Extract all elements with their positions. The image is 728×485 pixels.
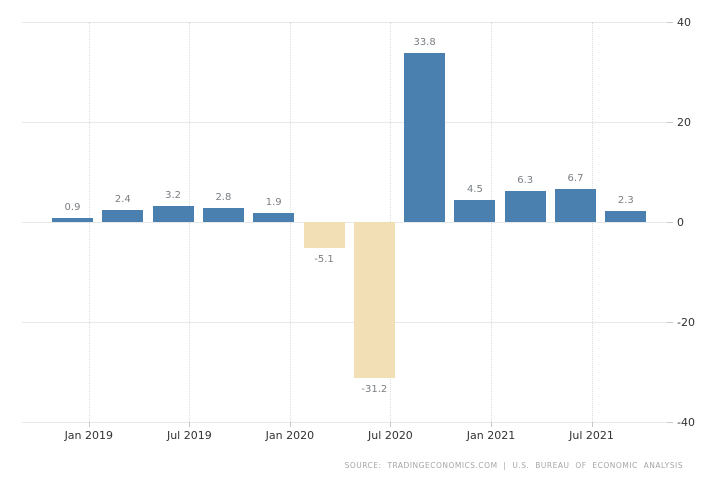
bar-negative	[353, 222, 395, 378]
bar-positive	[404, 53, 446, 222]
bar-positive	[454, 199, 496, 222]
bar-value-label: 0.9	[64, 201, 81, 213]
x-axis-tick-label: Jul 2020	[368, 429, 413, 442]
bar-positive	[605, 210, 647, 222]
x-axis-tick-label: Jan 2021	[466, 429, 516, 442]
bar-negative	[303, 222, 345, 248]
gridline-vertical	[88, 22, 90, 422]
y-axis-tick-label: 40	[677, 15, 691, 29]
gridline-vertical	[491, 22, 492, 422]
x-axis-tick-label: Jan 2020	[265, 429, 315, 442]
bar-value-label: 33.8	[413, 37, 436, 48]
y-axis-tick	[667, 22, 673, 23]
y-axis-tick	[667, 422, 673, 423]
x-axis-tick	[491, 422, 492, 427]
x-axis-tick	[390, 422, 392, 427]
bar-value-label: 1.9	[265, 196, 282, 208]
y-axis-tick-label: 0	[677, 215, 684, 229]
gridline-horizontal	[22, 122, 668, 123]
bar-value-label: 2.8	[215, 192, 232, 203]
gridline-horizontal	[22, 322, 668, 323]
bar-value-label: 3.2	[165, 190, 182, 201]
bar-positive	[102, 210, 144, 222]
bar-positive	[504, 190, 546, 222]
gridline-horizontal	[22, 22, 668, 23]
x-axis-tick-label: Jul 2019	[166, 429, 212, 442]
gridline-vertical	[189, 22, 191, 422]
y-axis-tick	[667, 222, 673, 223]
gridline-horizontal	[22, 422, 668, 423]
bar-positive	[253, 212, 295, 222]
x-axis-tick-label: Jul 2021	[569, 429, 614, 442]
bar-positive	[555, 188, 596, 222]
y-axis-tick-label: 20	[677, 115, 691, 129]
y-axis-tick	[667, 122, 673, 123]
x-axis-tick	[289, 422, 291, 427]
bar-value-label: 6.3	[517, 174, 534, 186]
gridline-vertical	[591, 22, 593, 422]
x-axis-tick-label: Jan 2019	[64, 429, 114, 442]
bar-positive	[152, 206, 194, 222]
y-axis-tick	[667, 322, 673, 323]
gridline-vertical	[289, 22, 291, 422]
bar-value-label: 6.7	[567, 172, 584, 184]
bar-value-label: 2.3	[617, 194, 634, 206]
x-axis-tick	[591, 422, 593, 427]
bar-value-label: 4.5	[466, 183, 483, 195]
x-axis-tick	[88, 422, 90, 427]
source-attribution: SOURCE: TRADINGECONOMICS.COM | U.S. BURE…	[344, 461, 683, 470]
x-axis-tick	[189, 422, 191, 427]
gridline-horizontal	[22, 222, 668, 223]
y-axis-tick-label: -40	[677, 415, 695, 429]
bar-value-label: -31.2	[361, 384, 388, 395]
y-axis-tick-label: -20	[677, 315, 695, 329]
bar-value-label: -5.1	[314, 253, 334, 265]
bar-positive	[52, 217, 93, 222]
bar-value-label: 2.4	[114, 194, 131, 205]
bar-positive	[202, 208, 244, 222]
